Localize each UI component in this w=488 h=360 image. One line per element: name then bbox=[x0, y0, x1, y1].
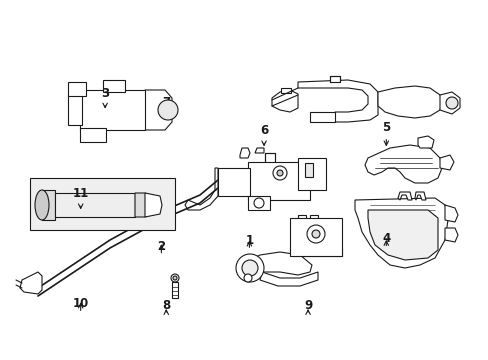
Bar bbox=[68, 95, 82, 125]
Polygon shape bbox=[444, 228, 457, 242]
Polygon shape bbox=[297, 80, 377, 122]
Bar bbox=[297, 215, 305, 220]
Bar bbox=[289, 218, 341, 256]
Polygon shape bbox=[145, 193, 162, 217]
Bar bbox=[297, 158, 325, 190]
Bar bbox=[329, 76, 339, 82]
Text: 7: 7 bbox=[162, 96, 170, 109]
Circle shape bbox=[276, 170, 283, 176]
Polygon shape bbox=[444, 205, 457, 222]
Text: 1: 1 bbox=[245, 234, 253, 247]
Bar bbox=[309, 215, 317, 220]
Polygon shape bbox=[439, 155, 453, 170]
Circle shape bbox=[158, 100, 178, 120]
Text: 5: 5 bbox=[382, 121, 389, 134]
Polygon shape bbox=[145, 90, 172, 130]
Bar bbox=[80, 90, 145, 130]
Circle shape bbox=[244, 274, 251, 282]
Polygon shape bbox=[414, 192, 425, 200]
Circle shape bbox=[171, 274, 179, 282]
Bar bbox=[264, 153, 274, 163]
Polygon shape bbox=[397, 192, 411, 200]
Text: 10: 10 bbox=[72, 297, 89, 310]
Polygon shape bbox=[135, 193, 158, 217]
Circle shape bbox=[306, 225, 325, 243]
Polygon shape bbox=[364, 145, 441, 183]
Bar bbox=[80, 128, 106, 142]
Polygon shape bbox=[184, 168, 218, 210]
Bar bbox=[55, 193, 135, 217]
Polygon shape bbox=[439, 92, 459, 114]
Circle shape bbox=[173, 276, 177, 280]
Bar bbox=[172, 282, 178, 298]
Circle shape bbox=[253, 198, 264, 208]
Ellipse shape bbox=[35, 190, 49, 220]
Text: 3: 3 bbox=[101, 87, 109, 100]
Bar bbox=[247, 196, 269, 210]
Text: 8: 8 bbox=[162, 299, 170, 312]
Text: 2: 2 bbox=[157, 240, 165, 253]
Circle shape bbox=[272, 166, 286, 180]
Bar bbox=[68, 82, 86, 96]
Polygon shape bbox=[240, 148, 249, 158]
Bar bbox=[30, 178, 175, 230]
Circle shape bbox=[311, 230, 319, 238]
Circle shape bbox=[242, 260, 258, 276]
Polygon shape bbox=[354, 198, 447, 268]
Polygon shape bbox=[417, 136, 433, 148]
Polygon shape bbox=[271, 90, 297, 112]
Bar bbox=[305, 163, 312, 177]
Text: 6: 6 bbox=[260, 125, 267, 138]
Polygon shape bbox=[367, 210, 437, 260]
Bar bbox=[289, 248, 341, 256]
Circle shape bbox=[236, 254, 264, 282]
Polygon shape bbox=[42, 190, 55, 220]
Bar bbox=[218, 168, 249, 196]
Text: 11: 11 bbox=[72, 188, 89, 201]
Text: 9: 9 bbox=[304, 299, 311, 312]
Polygon shape bbox=[260, 272, 317, 286]
Circle shape bbox=[445, 97, 457, 109]
Polygon shape bbox=[254, 148, 264, 153]
Bar bbox=[247, 162, 309, 200]
Polygon shape bbox=[309, 112, 334, 122]
Text: 4: 4 bbox=[382, 233, 389, 246]
Bar bbox=[103, 80, 125, 92]
Polygon shape bbox=[20, 272, 42, 294]
Polygon shape bbox=[249, 252, 311, 276]
Bar bbox=[281, 88, 290, 93]
Polygon shape bbox=[377, 86, 441, 118]
